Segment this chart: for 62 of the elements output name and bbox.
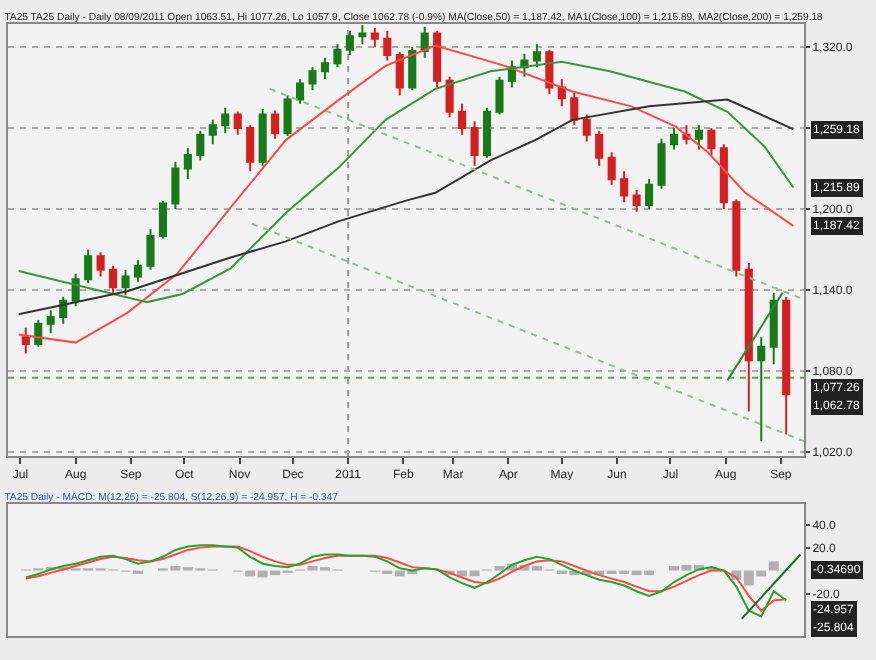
candlestick: [34, 318, 43, 348]
candlestick: [246, 124, 255, 173]
candlestick: [495, 75, 504, 116]
candlestick: [146, 228, 155, 271]
candlestick: [233, 110, 242, 136]
candlestick: [420, 25, 429, 59]
candlestick: [395, 51, 404, 97]
candlestick: [296, 78, 305, 105]
candlestick: [645, 178, 654, 210]
candlestick: [595, 129, 604, 167]
candlestick: [470, 120, 479, 167]
candlestick: [445, 75, 454, 119]
candlestick: [71, 272, 80, 308]
candlestick: [383, 29, 392, 62]
candlestick: [482, 106, 492, 159]
candlestick: [109, 264, 118, 294]
candlestick: [320, 56, 330, 81]
candlestick: [258, 108, 267, 167]
line-series: [17, 60, 795, 304]
candlestick: [21, 326, 30, 355]
candlestick: [570, 91, 579, 127]
candlestick: [358, 24, 367, 46]
candlestick: [520, 52, 529, 78]
candlestick: [84, 248, 93, 285]
candlestick: [669, 126, 679, 151]
candlestick: [719, 143, 728, 210]
candlestick: [657, 137, 666, 190]
candlestick: [221, 106, 230, 135]
candlestick: [582, 113, 591, 143]
candlestick: [308, 66, 317, 92]
candlestick: [532, 43, 541, 69]
candlestick: [121, 268, 130, 297]
candlestick: [433, 29, 442, 89]
candlestick: [283, 94, 292, 138]
candlestick: [782, 295, 791, 436]
candlestick: [46, 309, 55, 335]
candlestick: [370, 27, 379, 48]
candlestick: [208, 118, 217, 146]
line-series: [17, 98, 795, 316]
candlestick: [744, 261, 753, 413]
candlestick: [458, 102, 467, 136]
candlestick: [757, 336, 766, 443]
candlestick: [769, 291, 778, 366]
candlestick: [607, 151, 616, 186]
candlestick: [196, 129, 205, 162]
candlestick: [557, 78, 566, 108]
candlestick: [171, 160, 180, 210]
line-series: [17, 44, 795, 344]
candlestick: [158, 199, 167, 240]
candlestick: [345, 29, 354, 57]
candlestick: [732, 198, 741, 278]
candlestick: [707, 126, 716, 156]
candlestick: [133, 259, 143, 283]
candlestick: [408, 45, 417, 92]
candlestick: [333, 43, 342, 69]
candlestick: [96, 251, 105, 278]
candlestick: [694, 124, 703, 151]
candlestick: [183, 147, 192, 181]
candlestick: [271, 109, 280, 140]
candlestick: [620, 170, 629, 204]
candlestick: [632, 189, 641, 213]
candlestick: [59, 295, 68, 325]
